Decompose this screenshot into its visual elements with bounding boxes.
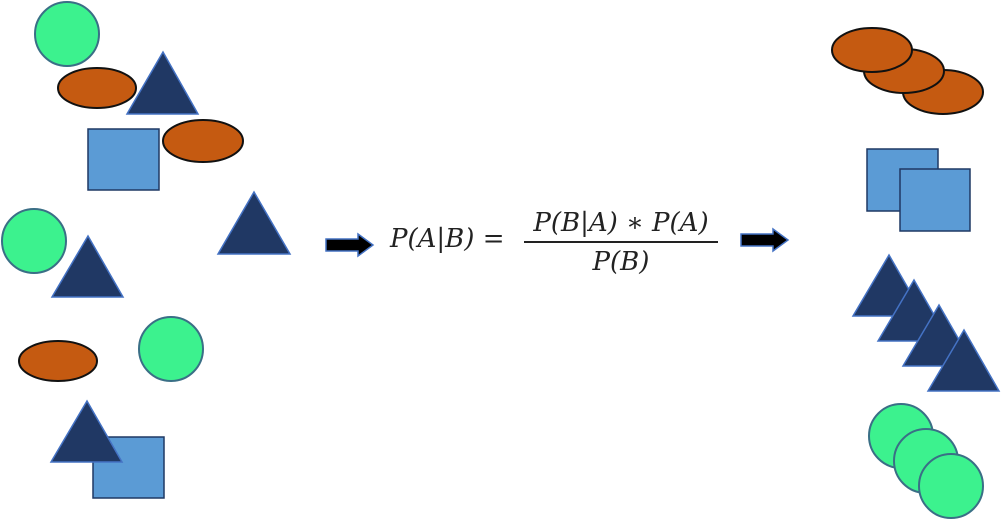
formula-denominator: P(B) <box>592 247 650 277</box>
circle-shape <box>34 1 100 67</box>
square-shape <box>899 168 971 232</box>
triangle-shape <box>125 50 200 115</box>
triangle-shape <box>216 190 292 255</box>
sorted-squares-group <box>866 148 971 232</box>
ellipse-shape <box>18 340 98 382</box>
right-arrow <box>740 227 790 253</box>
sorted-circles-group <box>868 403 984 519</box>
formula-numerator: P(B|A) ∗ P(A) <box>533 208 709 238</box>
circle-shape <box>138 316 204 382</box>
ellipse-shape <box>831 27 913 73</box>
ellipse-shape <box>162 119 244 163</box>
circle-shape <box>918 453 984 519</box>
triangle-shape <box>926 328 1001 392</box>
triangle-shape <box>50 234 125 298</box>
ellipse-shape <box>57 67 137 109</box>
unsorted-shapes-group <box>1 1 292 499</box>
square-shape <box>87 128 160 191</box>
fraction-bar <box>524 241 718 243</box>
formula-lhs: P(A|B) = <box>390 224 505 254</box>
sorted-ellipses-group <box>831 27 984 115</box>
formula-fraction: P(B|A) ∗ P(A) P(B) <box>524 208 718 277</box>
left-arrow <box>325 232 375 258</box>
triangle-shape <box>49 399 124 463</box>
circle-shape <box>1 208 67 274</box>
sorted-triangles-group <box>851 253 1001 392</box>
